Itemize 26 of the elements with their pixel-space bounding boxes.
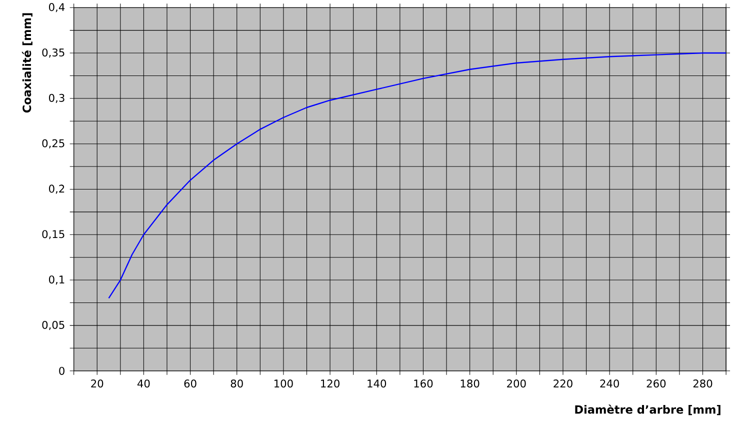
x-axis-title: Diamètre d’arbre [mm]: [575, 404, 720, 416]
y-tick-label: 0,3: [48, 94, 64, 104]
x-tick-label: 220: [554, 380, 572, 388]
y-tick-label: 0,1: [48, 276, 64, 285]
x-tick-label: 80: [230, 380, 243, 388]
x-tick-label: 180: [460, 380, 480, 388]
x-tick-label: 40: [137, 380, 150, 388]
x-tick-label: 20: [91, 380, 104, 388]
x-tick-label: 120: [321, 380, 340, 388]
y-tick-label: 0: [59, 367, 64, 376]
y-tick-label: 0,4: [48, 3, 65, 12]
y-axis-title: Coaxialité [mm]: [22, 14, 32, 113]
y-tick-label: 0,05: [42, 321, 64, 330]
x-tick-label: 60: [184, 380, 196, 388]
x-tick-label: 240: [600, 380, 619, 388]
line-series: [108, 52, 726, 300]
x-tick-label: 140: [368, 380, 386, 388]
x-tick-label: 160: [414, 380, 433, 388]
x-tick-label: 280: [693, 380, 712, 388]
y-tick-label: 0,15: [42, 230, 64, 240]
x-tick-label: 260: [646, 380, 666, 388]
y-tick-label: 0,35: [42, 48, 64, 58]
y-tick-label: 0,25: [42, 140, 64, 149]
x-tick-label: 200: [507, 380, 526, 388]
x-tick-label: 100: [274, 380, 293, 388]
y-tick-label: 0,2: [48, 184, 64, 194]
